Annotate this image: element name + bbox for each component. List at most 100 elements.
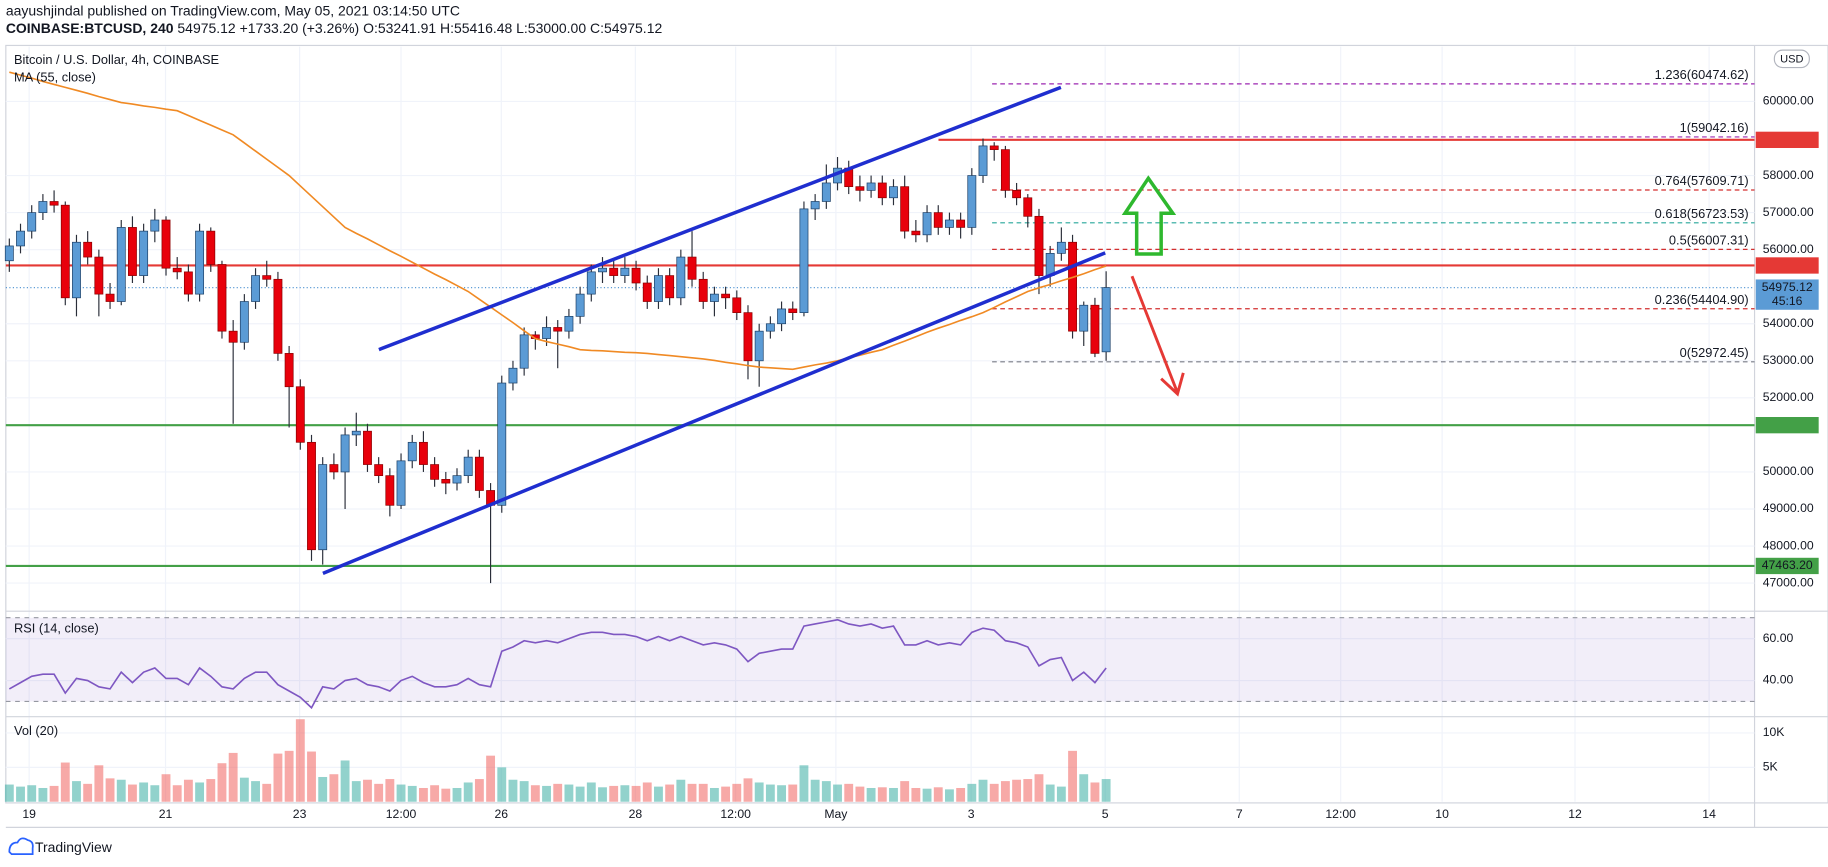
volume-bar xyxy=(4,784,14,802)
level-tag xyxy=(1755,257,1819,274)
volume-bar xyxy=(228,752,238,802)
fib-label: 0(52972.45) xyxy=(1680,345,1749,360)
candle-body xyxy=(16,230,25,247)
volume-bar xyxy=(262,783,272,802)
level-tag-label: 47463.20 xyxy=(1762,558,1813,572)
candle-body xyxy=(49,201,59,206)
close: C:54975.12 xyxy=(590,20,662,36)
candle-body xyxy=(654,275,663,302)
y-tick-label: 56000.00 xyxy=(1763,242,1814,256)
last: 54975.12 xyxy=(177,20,236,36)
candle-body xyxy=(687,256,697,280)
x-tick-label: 5 xyxy=(1102,807,1109,821)
candle-body xyxy=(810,201,820,210)
candle-body xyxy=(374,464,384,477)
candle-body xyxy=(631,267,641,284)
volume-bar xyxy=(195,782,205,802)
candle-body xyxy=(407,441,417,462)
volume-bar xyxy=(1068,750,1077,802)
volume-bar xyxy=(889,787,898,802)
volume-bar xyxy=(1090,782,1100,802)
candle-body xyxy=(150,219,160,232)
currency-badge[interactable] xyxy=(1773,49,1810,69)
candle-body xyxy=(788,308,798,313)
volume-bar xyxy=(217,763,227,802)
candle-body xyxy=(474,456,484,491)
volume-bar xyxy=(676,779,686,802)
candle-body xyxy=(228,330,238,343)
volume-bar xyxy=(329,774,339,802)
volume-bar xyxy=(385,779,395,802)
candle-body xyxy=(206,230,216,265)
volume-bar xyxy=(150,785,160,802)
y-tick-label: 60000.00 xyxy=(1763,94,1814,108)
candle-body xyxy=(351,430,361,436)
y-tick-label: 47000.00 xyxy=(1763,575,1814,589)
volume-bar xyxy=(351,781,361,802)
symbol-line: COINBASE:BTCUSD, 240 54975.12 +1733.20 (… xyxy=(6,20,663,36)
rsi-label: RSI (14, close) xyxy=(14,621,99,636)
candle-body xyxy=(855,186,865,191)
y-tick-label: 50000.00 xyxy=(1763,464,1814,478)
volume-bar xyxy=(788,784,798,802)
volume-bar xyxy=(765,784,775,802)
y-tick-label: 58000.00 xyxy=(1763,168,1814,182)
candle-body xyxy=(620,267,630,276)
candle-body xyxy=(116,227,126,302)
candle-body xyxy=(777,308,786,325)
rsi-band xyxy=(5,617,1755,702)
x-tick-label: 21 xyxy=(159,807,173,821)
volume-bar xyxy=(463,782,473,802)
volume-bar xyxy=(743,778,753,802)
volume-bar xyxy=(396,784,406,802)
chart-title: Bitcoin / U.S. Dollar, 4h, COINBASE xyxy=(14,52,219,67)
candle-body xyxy=(967,175,977,228)
volume-bar xyxy=(1056,786,1066,802)
candle-body xyxy=(72,241,81,299)
level-tag xyxy=(1755,417,1819,434)
volume-bar xyxy=(530,785,540,802)
candle-body xyxy=(642,282,652,302)
candle-body xyxy=(1000,149,1010,191)
candle-body xyxy=(866,182,876,191)
candle-body xyxy=(598,267,607,273)
last-price-label: 54975.12 xyxy=(1762,280,1813,294)
trend-line xyxy=(378,85,1062,352)
volume-bar xyxy=(1045,784,1055,802)
x-tick-label: 12:00 xyxy=(720,807,751,821)
volume-bar xyxy=(598,787,607,802)
volume-bar xyxy=(307,751,316,802)
volume-bar xyxy=(1101,779,1111,802)
candle-body xyxy=(217,264,227,332)
volume-bar xyxy=(978,779,988,802)
y-tick-label: 49000.00 xyxy=(1763,501,1814,515)
x-tick-label: 26 xyxy=(495,807,509,821)
volume-bar xyxy=(732,783,742,802)
candle-body xyxy=(38,201,48,213)
fib-label: 1(59042.16) xyxy=(1680,120,1749,135)
volume-bar xyxy=(911,787,921,802)
x-tick-label: 19 xyxy=(22,807,36,821)
volume-bar xyxy=(83,783,93,802)
up-arrow xyxy=(1121,175,1177,256)
candle-body xyxy=(396,460,406,506)
volume-bar xyxy=(363,779,372,802)
low: L:53000.00 xyxy=(516,20,586,36)
candle-body xyxy=(799,208,809,313)
candle-body xyxy=(27,212,37,232)
candle-body xyxy=(754,330,764,362)
candle-body xyxy=(519,334,529,369)
volume-bar xyxy=(1079,774,1089,802)
x-tick-label: 7 xyxy=(1236,807,1243,821)
candle-body xyxy=(1079,304,1089,332)
candle-body xyxy=(83,241,93,258)
y-tick-label: 60.00 xyxy=(1763,631,1794,645)
volume-bar xyxy=(16,786,25,802)
volume-bar xyxy=(687,783,697,802)
volume-bar xyxy=(754,782,764,802)
candle-body xyxy=(542,327,551,339)
volume-bar xyxy=(273,753,283,802)
volume-bar xyxy=(1012,779,1022,802)
level-tag xyxy=(1755,557,1819,575)
brand-logo xyxy=(8,837,34,856)
